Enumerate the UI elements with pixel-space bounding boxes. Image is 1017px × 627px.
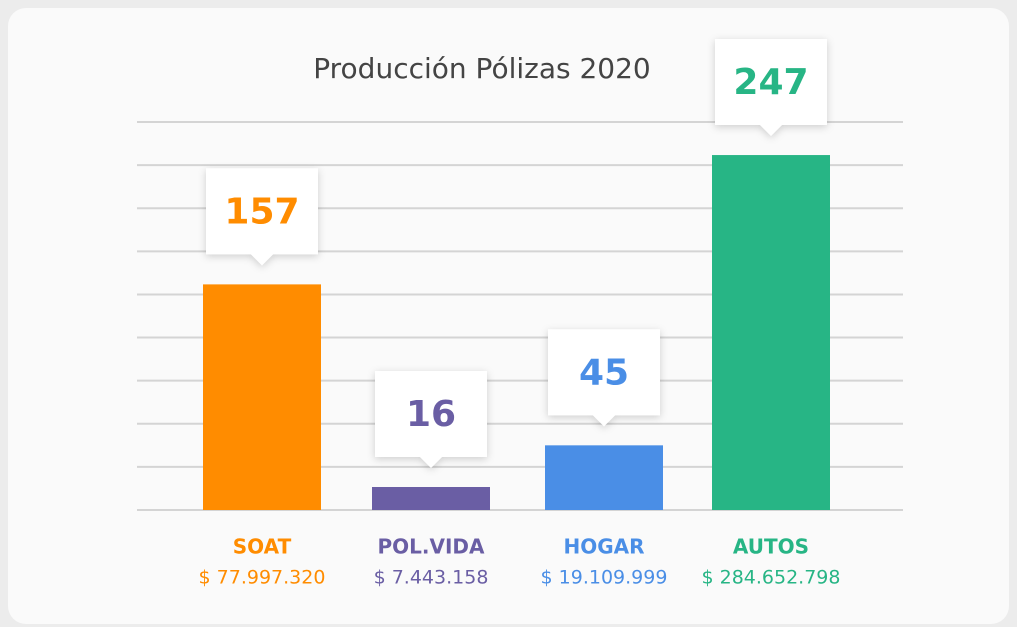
- value-label: 45: [579, 352, 629, 393]
- amount-label: $ 7.443.158: [374, 567, 489, 589]
- amount-label: $ 77.997.320: [199, 567, 326, 589]
- label-box: [715, 39, 827, 137]
- amount-label: $ 284.652.798: [701, 567, 840, 589]
- amount-label: $ 19.109.999: [541, 567, 668, 589]
- label-box: [206, 168, 318, 266]
- chart-title: Producción Pólizas 2020: [313, 52, 650, 85]
- bar: [712, 155, 830, 510]
- bar: [203, 284, 321, 510]
- x-tick-label: POL.VIDA: [377, 535, 485, 559]
- x-tick-label: SOAT: [233, 535, 292, 559]
- x-tick-label: AUTOS: [733, 535, 809, 559]
- x-tick-label: HOGAR: [563, 535, 644, 559]
- card: [8, 8, 1009, 624]
- value-label: 157: [224, 191, 299, 232]
- label-box: [375, 371, 487, 469]
- bar: [372, 487, 490, 510]
- label-box: [548, 329, 660, 427]
- value-label: 247: [733, 62, 808, 103]
- value-label: 16: [406, 394, 456, 435]
- bar: [545, 445, 663, 510]
